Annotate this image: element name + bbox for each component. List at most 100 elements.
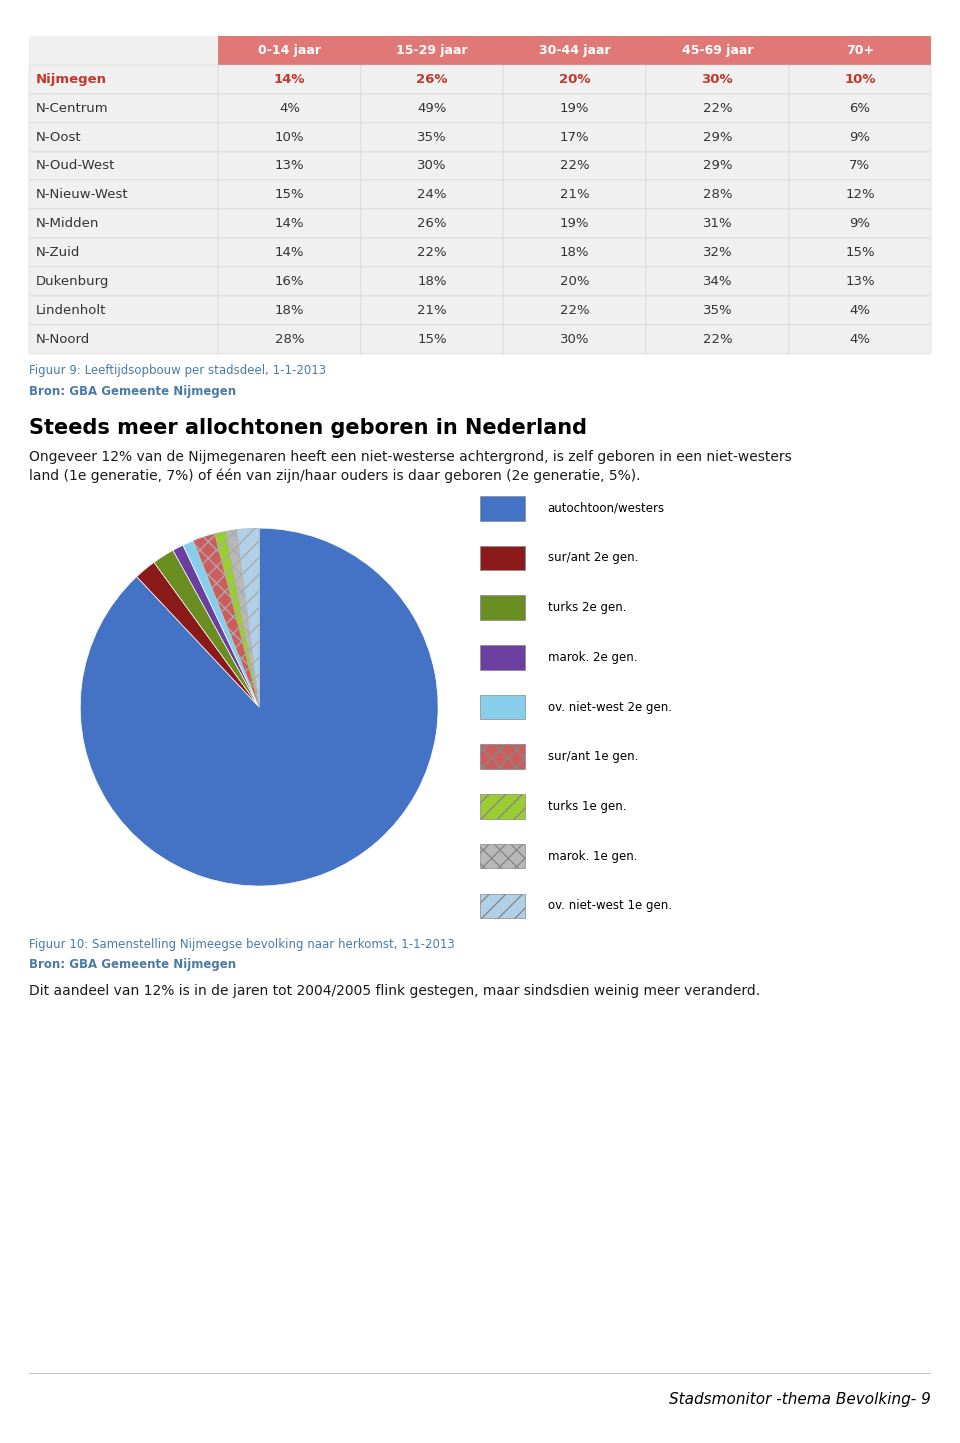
Text: N-Oud-West: N-Oud-West [36, 159, 115, 173]
Text: 15%: 15% [418, 332, 447, 346]
Bar [503, 238, 646, 267]
Text: 30%: 30% [418, 159, 447, 173]
Bar [503, 209, 646, 238]
Text: 19%: 19% [560, 216, 589, 231]
Text: 22%: 22% [703, 101, 732, 115]
Bar [218, 180, 361, 209]
Text: 4%: 4% [850, 303, 871, 317]
Bar [480, 794, 525, 818]
Bar [503, 36, 646, 65]
Bar [29, 325, 218, 354]
Bar [218, 123, 361, 152]
Bar [646, 152, 788, 180]
Text: Bron: GBA Gemeente Nijmegen: Bron: GBA Gemeente Nijmegen [29, 385, 236, 398]
Wedge shape [154, 550, 259, 707]
Text: 0-14 jaar: 0-14 jaar [258, 43, 321, 58]
Text: 15%: 15% [275, 188, 304, 202]
Bar [646, 94, 788, 123]
Text: 35%: 35% [418, 130, 447, 144]
Text: 20%: 20% [560, 274, 589, 289]
Text: 45-69 jaar: 45-69 jaar [682, 43, 753, 58]
Bar [788, 152, 931, 180]
Text: 30%: 30% [702, 72, 733, 87]
Wedge shape [226, 530, 259, 707]
Bar [503, 180, 646, 209]
Bar [29, 152, 218, 180]
Text: 26%: 26% [417, 72, 448, 87]
Text: turks 1e gen.: turks 1e gen. [547, 799, 626, 812]
Bar [788, 36, 931, 65]
Text: Figuur 9: Leeftijdsopbouw per stadsdeel, 1-1-2013: Figuur 9: Leeftijdsopbouw per stadsdeel,… [29, 364, 326, 377]
Text: autochtoon/westers: autochtoon/westers [547, 502, 665, 515]
Bar [480, 545, 525, 570]
Bar [29, 94, 218, 123]
Bar [218, 238, 361, 267]
Text: 12%: 12% [845, 188, 875, 202]
Bar [503, 267, 646, 296]
Bar [361, 65, 503, 94]
Bar [29, 296, 218, 325]
Bar [29, 238, 218, 267]
Text: N-Midden: N-Midden [36, 216, 100, 231]
Bar [361, 325, 503, 354]
Text: land (1e generatie, 7%) of één van zijn/haar ouders is daar geboren (2e generati: land (1e generatie, 7%) of één van zijn/… [29, 469, 640, 483]
Wedge shape [136, 563, 259, 707]
Bar [218, 325, 361, 354]
Text: sur/ant 1e gen.: sur/ant 1e gen. [547, 750, 638, 763]
Text: 6%: 6% [850, 101, 871, 115]
Bar [480, 893, 525, 918]
Bar [646, 180, 788, 209]
Text: 17%: 17% [560, 130, 589, 144]
Text: 18%: 18% [560, 245, 589, 260]
Bar [361, 94, 503, 123]
Text: 16%: 16% [275, 274, 304, 289]
Bar [788, 296, 931, 325]
Bar [646, 209, 788, 238]
Bar [646, 238, 788, 267]
Text: 29%: 29% [703, 159, 732, 173]
Bar [788, 238, 931, 267]
Bar [361, 152, 503, 180]
Text: 22%: 22% [560, 303, 589, 317]
Bar [788, 325, 931, 354]
Text: Steeds meer allochtonen geboren in Nederland: Steeds meer allochtonen geboren in Neder… [29, 418, 587, 439]
Text: marok. 2e gen.: marok. 2e gen. [547, 651, 637, 664]
Bar [646, 325, 788, 354]
Text: 28%: 28% [703, 188, 732, 202]
Wedge shape [215, 531, 259, 707]
Text: 21%: 21% [418, 303, 447, 317]
Bar [361, 238, 503, 267]
Text: N-Noord: N-Noord [36, 332, 90, 346]
Bar [361, 209, 503, 238]
Bar [646, 296, 788, 325]
Text: 14%: 14% [275, 216, 304, 231]
Text: N-Centrum: N-Centrum [36, 101, 108, 115]
Bar [29, 36, 218, 65]
Text: 18%: 18% [275, 303, 304, 317]
Bar [218, 209, 361, 238]
Text: 26%: 26% [418, 216, 447, 231]
Text: 19%: 19% [560, 101, 589, 115]
Bar [646, 65, 788, 94]
Text: 24%: 24% [418, 188, 447, 202]
Bar [218, 36, 361, 65]
Text: Ongeveer 12% van de Nijmegenaren heeft een niet-westerse achtergrond, is zelf ge: Ongeveer 12% van de Nijmegenaren heeft e… [29, 450, 792, 465]
Text: 32%: 32% [703, 245, 732, 260]
Text: 13%: 13% [275, 159, 304, 173]
Bar [788, 180, 931, 209]
Text: 13%: 13% [845, 274, 875, 289]
Bar [646, 123, 788, 152]
Text: 28%: 28% [275, 332, 304, 346]
Text: 22%: 22% [560, 159, 589, 173]
Bar [788, 94, 931, 123]
Text: 10%: 10% [275, 130, 304, 144]
Bar [218, 267, 361, 296]
Wedge shape [183, 541, 259, 707]
Bar [480, 645, 525, 670]
Text: 20%: 20% [559, 72, 590, 87]
Bar [361, 123, 503, 152]
Text: Stadsmonitor -thema Bevolking- 9: Stadsmonitor -thema Bevolking- 9 [669, 1392, 931, 1407]
Bar [788, 123, 931, 152]
Bar [788, 267, 931, 296]
Text: Dukenburg: Dukenburg [36, 274, 109, 289]
